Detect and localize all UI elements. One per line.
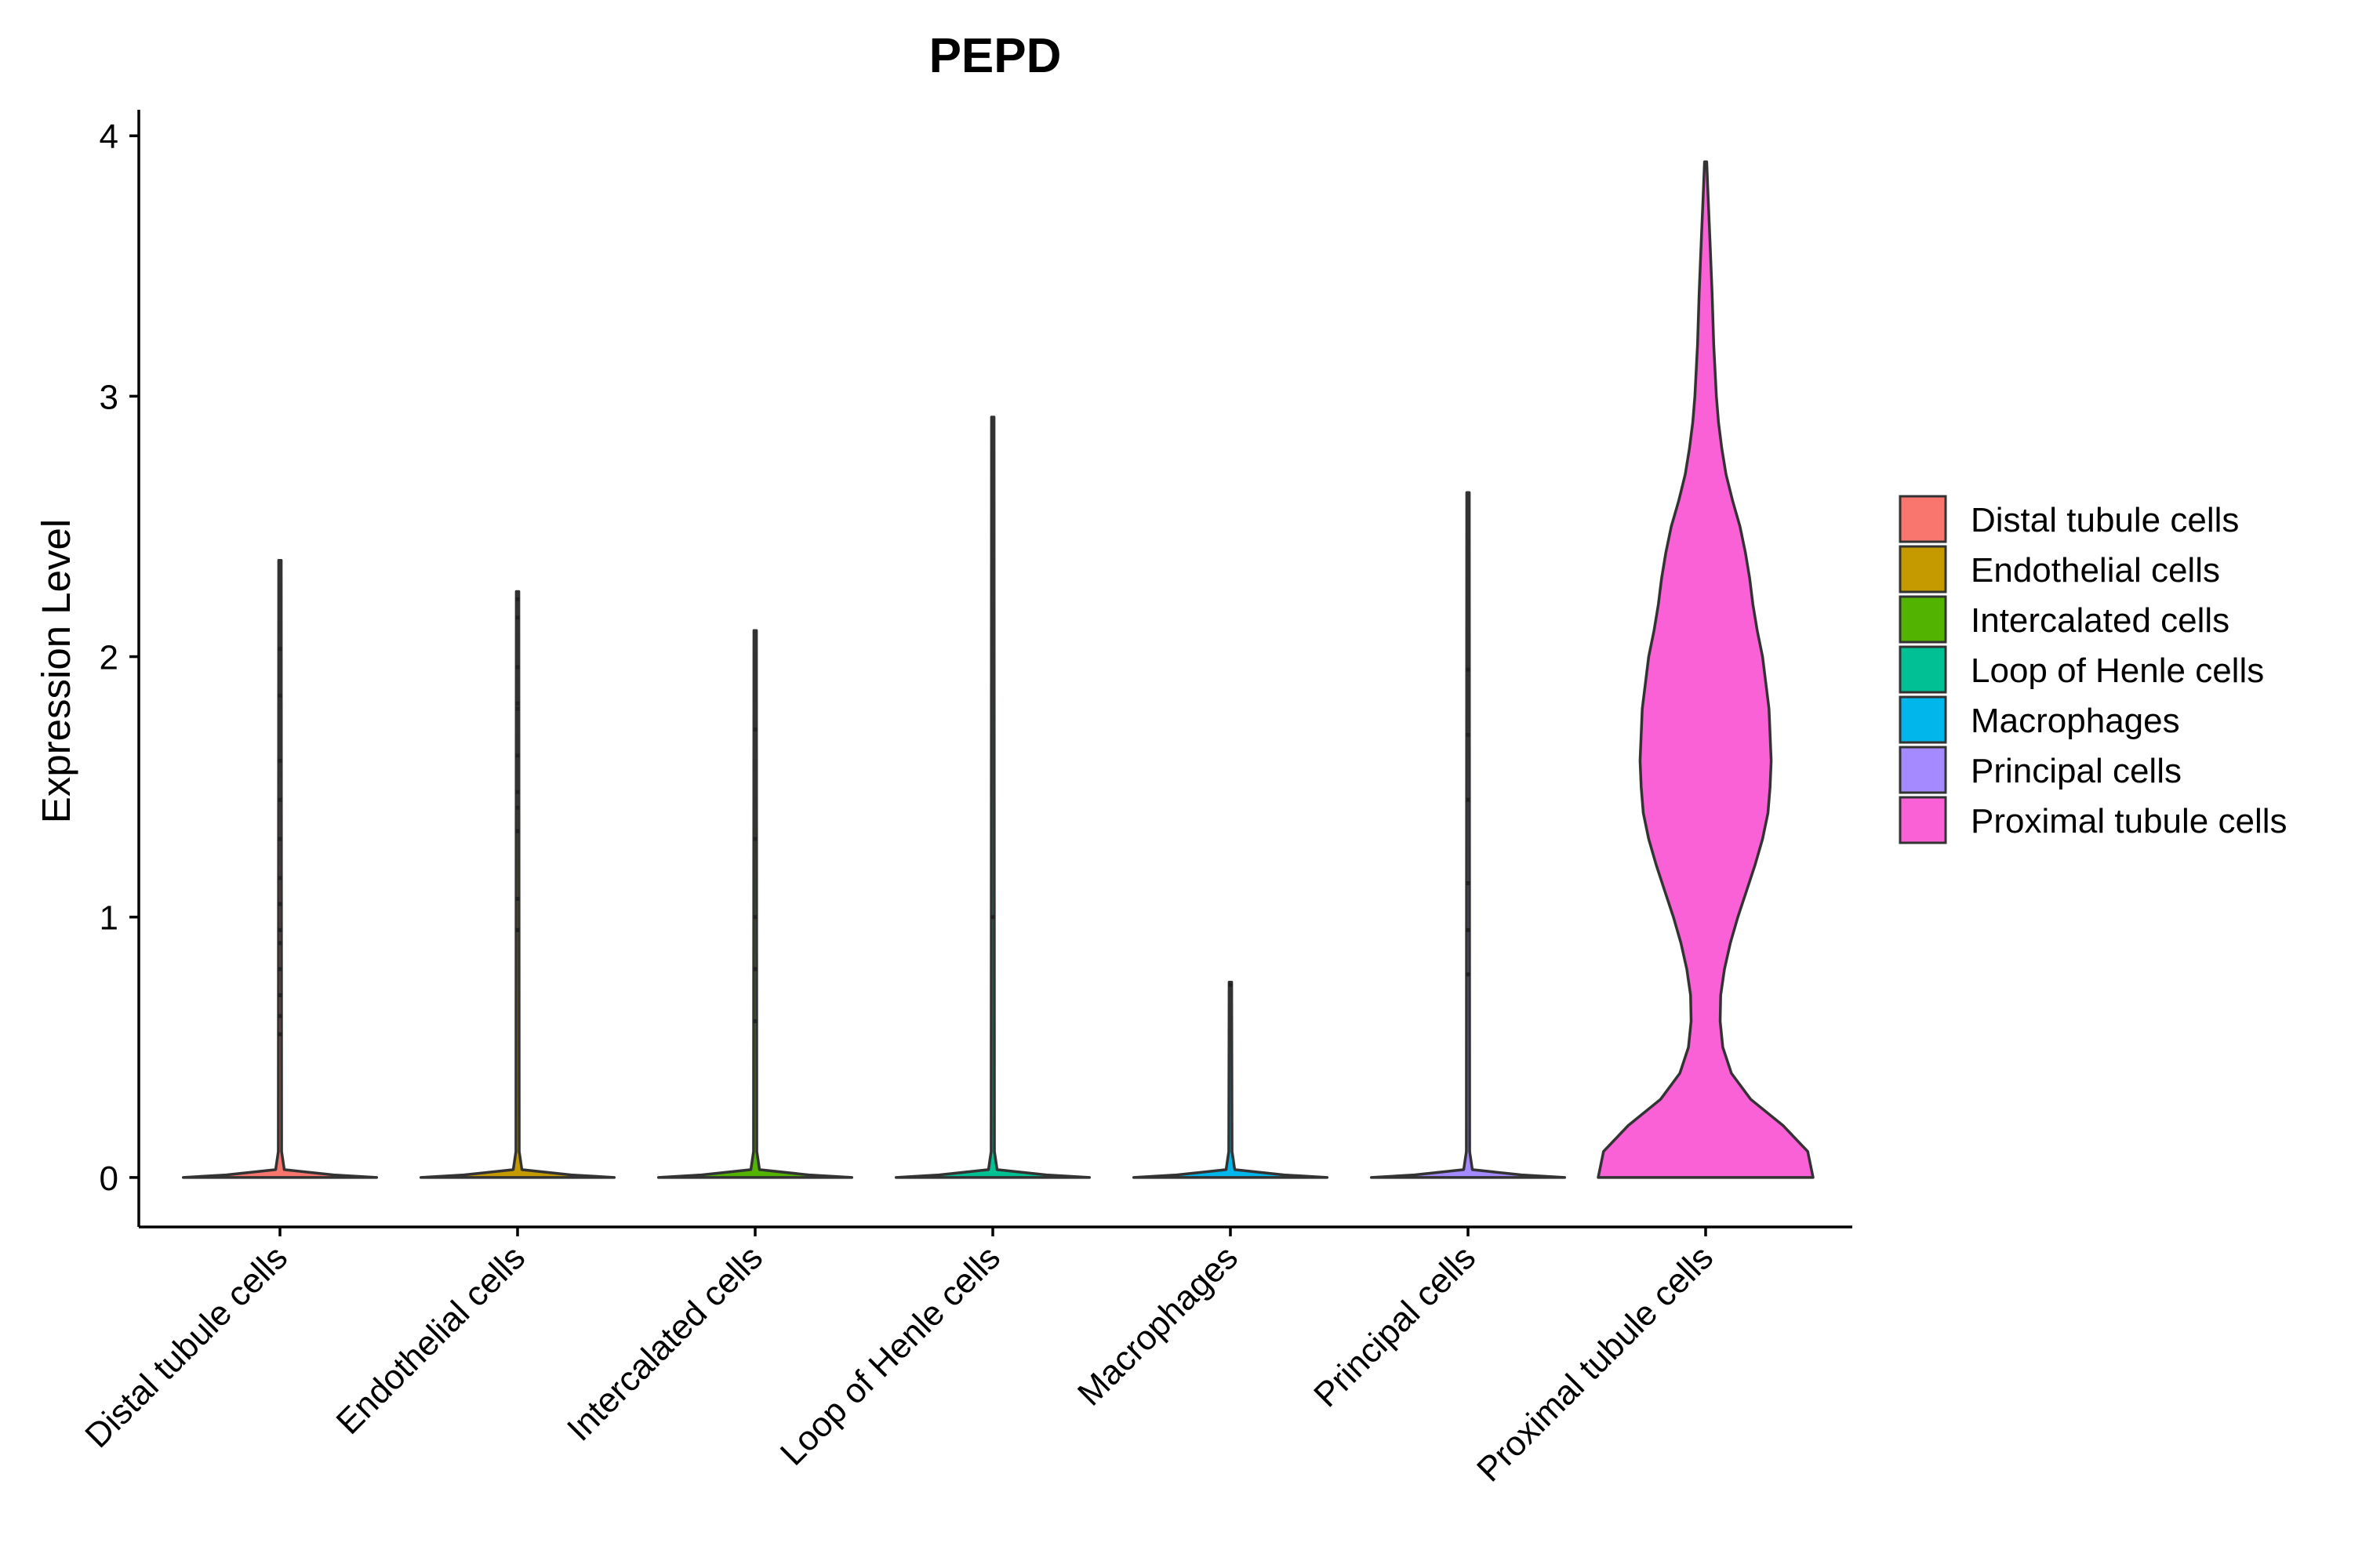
- legend-label: Principal cells: [1971, 752, 2182, 790]
- axes: 0 1 2 3 4 Distal tubule cells Endothelial cell…: [78, 110, 1852, 1489]
- violin-proximal-tubule-cells: [1597, 160, 1815, 1179]
- x-tick-label: Principal cells: [1306, 1238, 1483, 1414]
- data-point: [515, 896, 520, 901]
- data-point: [990, 915, 995, 920]
- y-tick-label: 4: [100, 118, 118, 156]
- violin-body-proximal-tubule-cells: [1597, 160, 1815, 1179]
- data-point: [753, 967, 758, 971]
- data-point: [278, 1032, 282, 1036]
- data-point: [515, 701, 520, 706]
- data-point: [515, 665, 520, 670]
- x-tick-label: Loop of Henle cells: [773, 1238, 1008, 1472]
- legend-item-loop-of-henle-cells: Loop of Henle cells: [1899, 645, 2264, 694]
- violin-principal-cells: [1369, 491, 1567, 1179]
- data-point: [1466, 927, 1470, 932]
- legend-label: Loop of Henle cells: [1971, 652, 2264, 690]
- violin-body-endothelial-cells: [419, 590, 616, 1179]
- y-tick-label: 3: [100, 378, 118, 416]
- violin-loop-of-henle-cells: [894, 416, 1092, 1179]
- data-point: [278, 967, 282, 971]
- legend-swatch: [1899, 796, 1947, 844]
- x-tick-label: Endothelial cells: [329, 1238, 532, 1441]
- legend-item-proximal-tubule-cells: Proximal tubule cells: [1899, 796, 2288, 844]
- legend-label: Distal tubule cells: [1971, 501, 2239, 539]
- data-point: [278, 941, 282, 946]
- legend-swatch: [1899, 695, 1947, 744]
- data-point: [278, 993, 282, 997]
- violin-intercalated-cells: [656, 629, 854, 1179]
- violin-body-intercalated-cells: [656, 629, 854, 1179]
- data-point: [515, 805, 520, 810]
- legend-swatch: [1899, 746, 1947, 794]
- data-point: [1466, 881, 1470, 886]
- legend-swatch: [1899, 595, 1947, 644]
- plot-area: [181, 160, 1815, 1179]
- y-axis-label: Expression Level: [34, 519, 78, 823]
- legend-item-distal-tubule-cells: Distal tubule cells: [1899, 495, 2239, 543]
- data-point: [278, 837, 282, 841]
- legend-label: Endothelial cells: [1971, 551, 2220, 590]
- violin-endothelial-cells: [419, 590, 616, 1179]
- data-point: [1466, 732, 1470, 737]
- data-point: [515, 829, 520, 833]
- data-point: [515, 753, 520, 758]
- data-point: [753, 1019, 758, 1024]
- legend-label: Intercalated cells: [1971, 601, 2229, 640]
- data-point: [515, 597, 520, 601]
- x-tick-label: Distal tubule cells: [78, 1238, 295, 1455]
- y-tick-label: 0: [100, 1160, 118, 1198]
- violin-macrophages: [1132, 981, 1329, 1179]
- data-point: [278, 876, 282, 880]
- x-tick-label: Intercalated cells: [560, 1238, 770, 1448]
- legend-swatch: [1899, 545, 1947, 593]
- data-point: [278, 758, 282, 763]
- violin-body-macrophages: [1132, 981, 1329, 1179]
- data-point: [753, 728, 758, 732]
- chart-title: PEPD: [929, 29, 1062, 83]
- y-tick-label: 2: [100, 639, 118, 677]
- legend-item-endothelial-cells: Endothelial cells: [1899, 545, 2220, 593]
- data-point: [515, 615, 520, 620]
- violin-distal-tubule-cells: [181, 558, 379, 1179]
- data-point: [515, 927, 520, 932]
- y-tick-label: 1: [100, 899, 118, 938]
- data-point: [753, 915, 758, 920]
- legend-label: Macrophages: [1971, 702, 2180, 740]
- data-point: [278, 693, 282, 698]
- legend: Distal tubule cells Endothelial cells Inte…: [1899, 495, 2288, 844]
- legend-item-principal-cells: Principal cells: [1899, 746, 2182, 794]
- violin-body-distal-tubule-cells: [181, 558, 379, 1179]
- data-point: [753, 837, 758, 841]
- data-point: [1228, 982, 1233, 987]
- data-point: [1466, 667, 1470, 672]
- data-point: [278, 902, 282, 906]
- violin-body-loop-of-henle-cells: [894, 416, 1092, 1179]
- legend-swatch: [1899, 495, 1947, 543]
- violin-body-principal-cells: [1369, 491, 1567, 1179]
- data-point: [515, 706, 520, 711]
- data-point: [278, 797, 282, 802]
- data-point: [1466, 972, 1470, 977]
- data-point: [278, 647, 282, 652]
- x-tick-label: Proximal tubule cells: [1470, 1238, 1721, 1489]
- legend-swatch: [1899, 645, 1947, 694]
- x-tick-label: Macrophages: [1070, 1238, 1245, 1413]
- data-point: [278, 1014, 282, 1018]
- data-point: [278, 927, 282, 932]
- legend-item-intercalated-cells: Intercalated cells: [1899, 595, 2229, 644]
- data-point: [1466, 797, 1470, 802]
- legend-item-macrophages: Macrophages: [1899, 695, 2180, 744]
- legend-label: Proximal tubule cells: [1971, 802, 2288, 840]
- data-point: [515, 789, 520, 794]
